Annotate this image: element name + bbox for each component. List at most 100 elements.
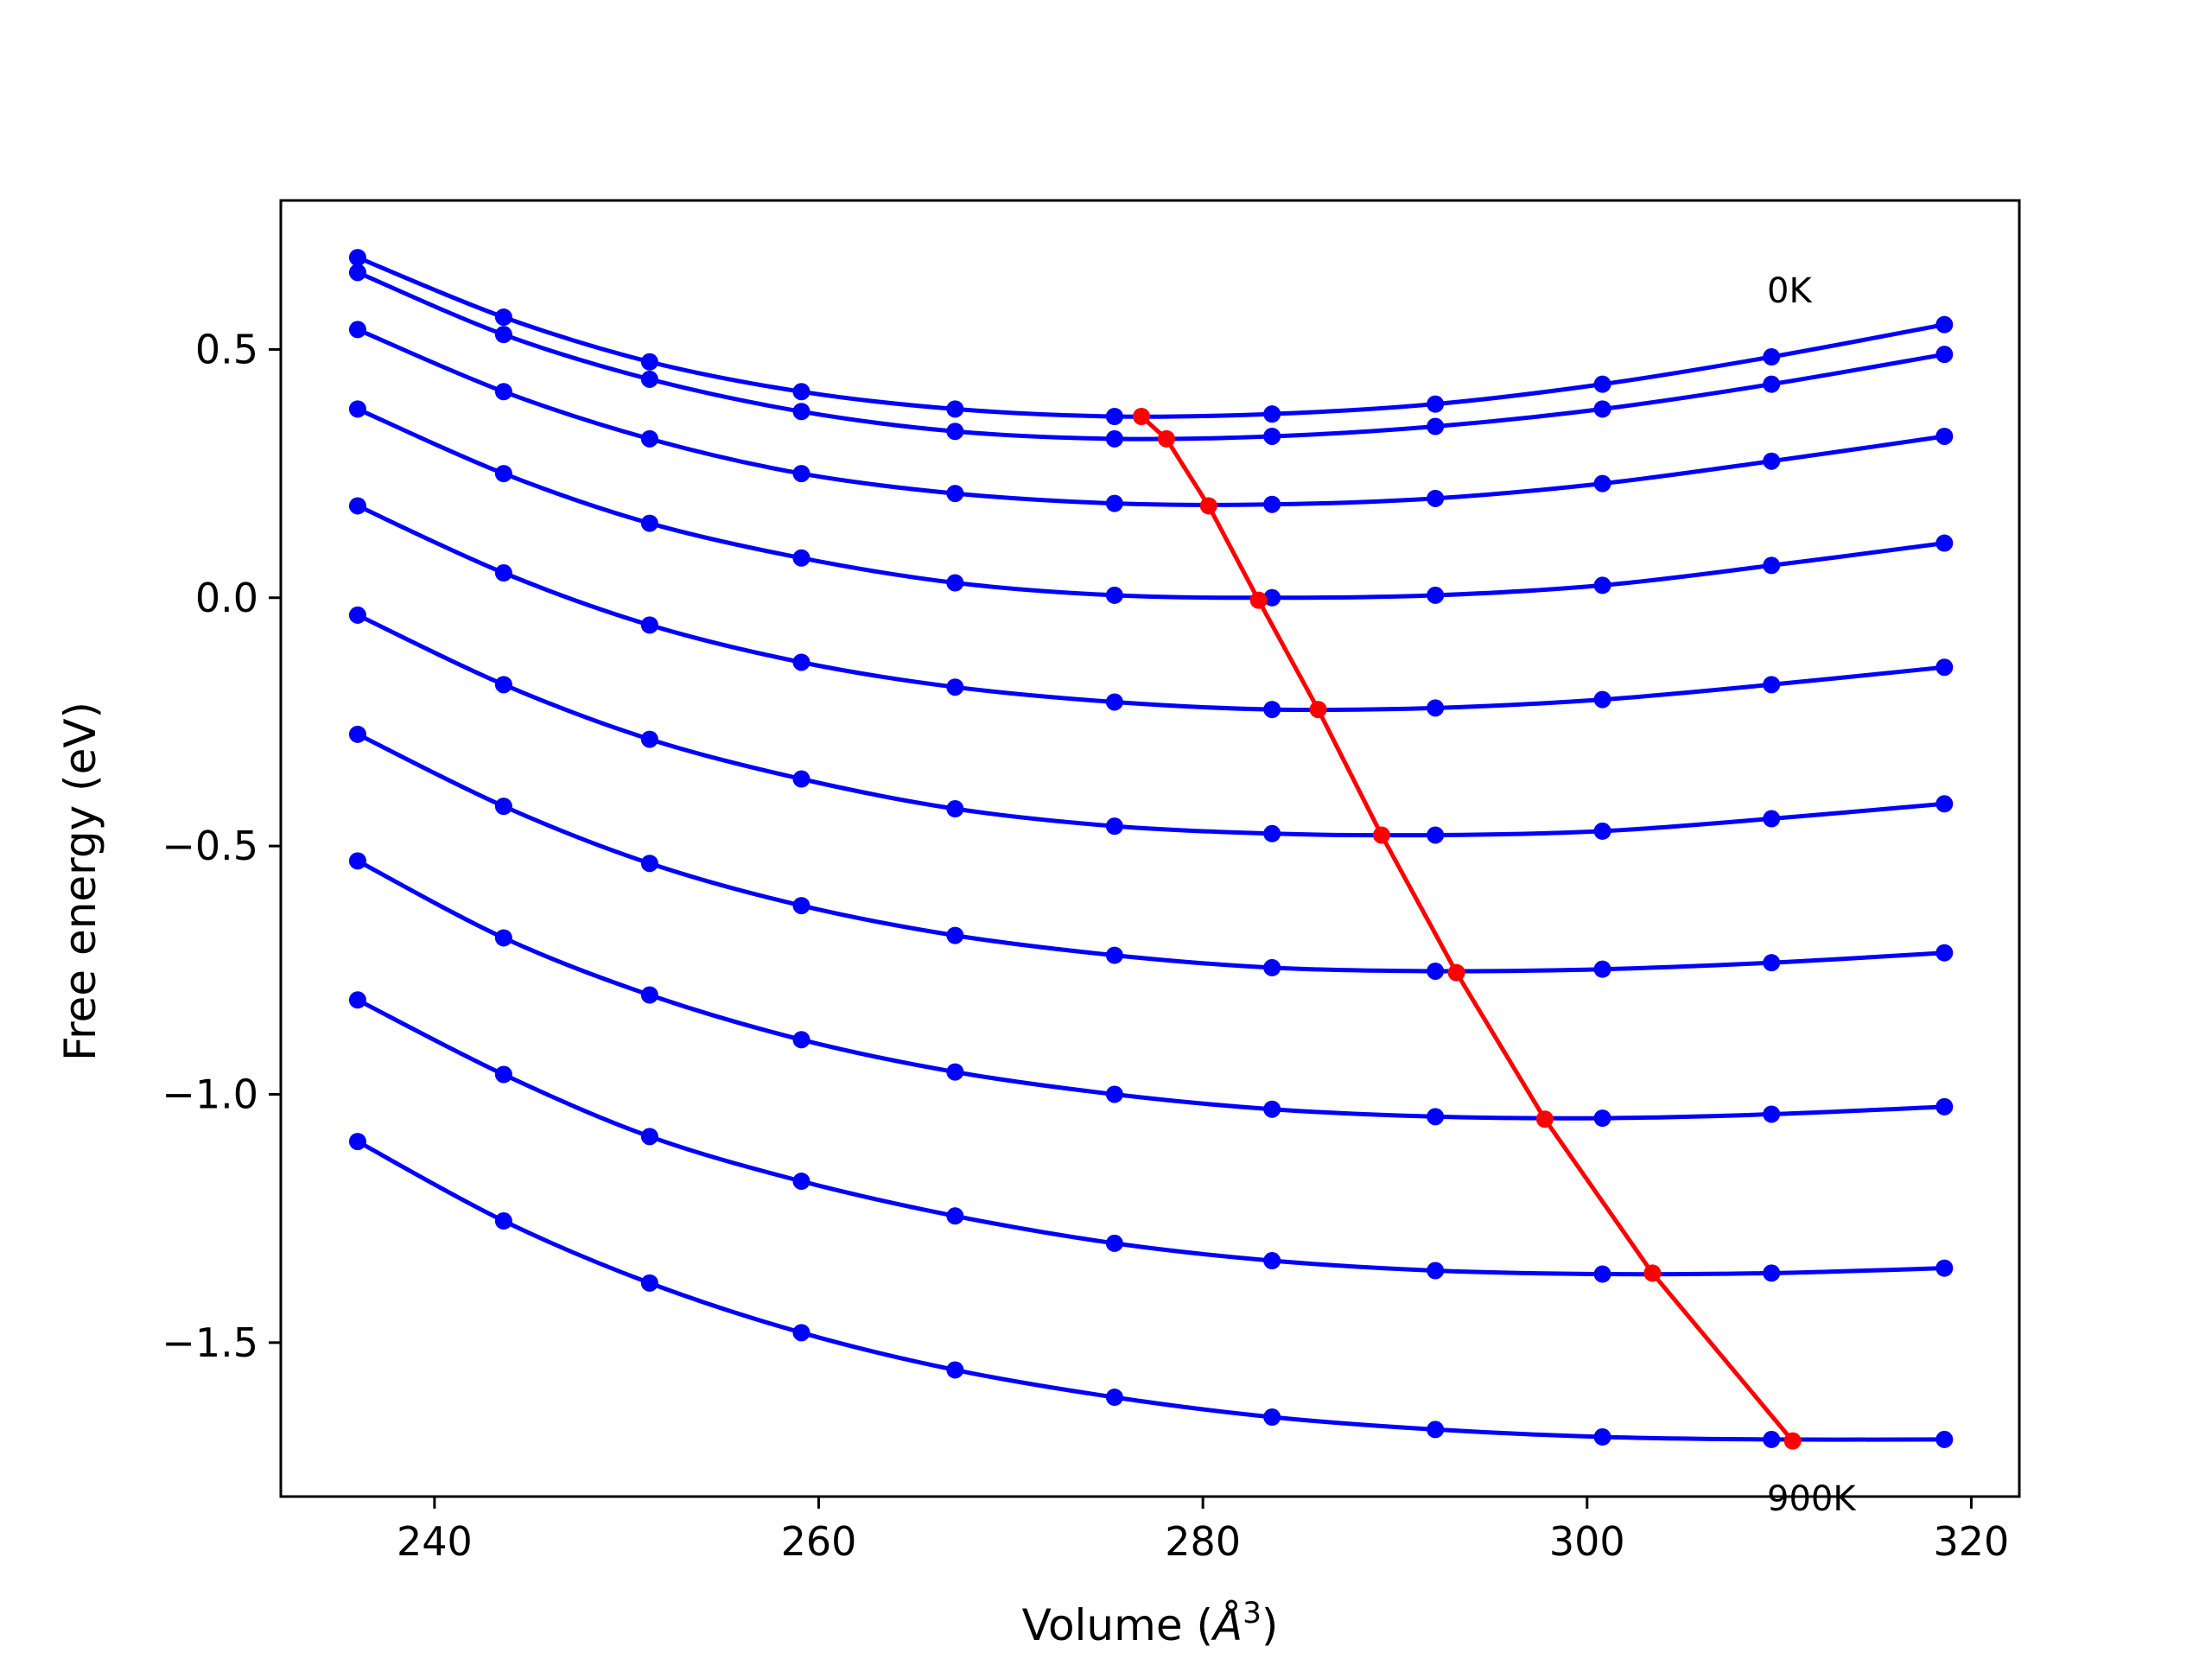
series-0-point-6 [1263, 405, 1281, 423]
series-9-point-7 [1427, 1421, 1445, 1439]
series-1-point-9 [1763, 375, 1781, 393]
minimum-line [1140, 415, 1795, 1443]
series-4-point-9 [1763, 676, 1781, 694]
series-3-point-9 [1763, 556, 1781, 575]
y-tick-label-3: −1.0 [162, 1071, 258, 1117]
series-5-point-8 [1593, 822, 1611, 840]
y-tick-label-2: −0.5 [162, 823, 258, 869]
series-8-point-0 [348, 991, 366, 1009]
x-axis-label-main: Volume ( [1022, 1600, 1213, 1650]
y-axis-label: Free energy (eV) [55, 702, 105, 1061]
y-tick-label-0: 0.5 [195, 326, 258, 372]
series-7-point-10 [1936, 1097, 1954, 1116]
series-2-point-1 [494, 383, 512, 401]
series-6-point-6 [1263, 958, 1281, 976]
series-4-point-1 [494, 564, 512, 582]
series-0-point-7 [1427, 395, 1445, 413]
series-4-point-2 [640, 616, 658, 634]
series-7-point-7 [1427, 1108, 1445, 1126]
series-2-point-6 [1263, 495, 1281, 513]
series-3-point-7 [1427, 586, 1445, 604]
series-5-point-4 [946, 800, 964, 818]
series-7-point-0 [348, 852, 366, 870]
x-tick-label-240: 240 [397, 1518, 473, 1565]
x-axis-label-unit: Å [1211, 1600, 1243, 1650]
series-0-point-3 [792, 383, 810, 401]
series-6-point-3 [792, 897, 810, 915]
series-5-point-7 [1427, 826, 1445, 844]
series-9-point-6 [1263, 1408, 1281, 1427]
series-6-point-7 [1427, 962, 1445, 980]
x-axis-label-exponent: 3 [1243, 1596, 1262, 1630]
series-8-point-10 [1936, 1259, 1954, 1277]
series-2-point-8 [1593, 474, 1611, 493]
series-9-point-9 [1763, 1430, 1781, 1448]
series-3-point-8 [1593, 576, 1611, 594]
series-2-point-2 [640, 429, 658, 448]
x-axis-label-close: ) [1262, 1600, 1279, 1650]
series-9-point-0 [348, 1133, 366, 1151]
series-4-point-3 [792, 653, 810, 671]
plot-area [281, 200, 2019, 1497]
minimum-point-6 [1447, 963, 1465, 982]
series-9-point-10 [1936, 1430, 1954, 1448]
y-tick-label-4: −1.5 [162, 1319, 258, 1366]
series-7-point-5 [1105, 1085, 1123, 1103]
series-7-point-9 [1763, 1105, 1781, 1123]
series-1-point-3 [792, 403, 810, 421]
minimum-point-3 [1249, 591, 1268, 609]
minimum-point-0 [1132, 408, 1150, 425]
minimum-point-1 [1157, 429, 1175, 448]
series-9-point-3 [792, 1324, 810, 1342]
x-tick-label-260: 260 [781, 1518, 857, 1565]
series-1-point-7 [1427, 417, 1445, 435]
series-9-point-4 [946, 1361, 964, 1379]
series-8-point-4 [946, 1207, 964, 1225]
series-2-point-5 [1105, 494, 1123, 512]
series-7-point-6 [1263, 1100, 1281, 1118]
series-5-point-10 [1936, 795, 1954, 813]
series-2-point-0 [348, 321, 366, 339]
series-6-point-0 [348, 725, 366, 743]
series-2-point-9 [1763, 452, 1781, 470]
series-3-point-2 [640, 514, 658, 532]
x-axis-label: Volume (Å3) [1022, 1596, 1279, 1650]
series-1-point-1 [494, 326, 512, 344]
x-tick-label-280: 280 [1165, 1518, 1241, 1565]
series-1-point-4 [946, 423, 964, 441]
series-8-point-7 [1427, 1262, 1445, 1280]
x-axis-ticks: 240 260 280 300 320 [397, 1497, 2009, 1565]
series-4-point-10 [1936, 658, 1954, 677]
series-5-point-3 [792, 770, 810, 788]
series-8-point-8 [1593, 1265, 1611, 1283]
series-4-point-5 [1105, 693, 1123, 711]
series-9-point-8 [1593, 1428, 1611, 1446]
series-6-point-10 [1936, 944, 1954, 962]
series-4-point-0 [348, 497, 366, 515]
x-tick-label-320: 320 [1934, 1518, 2010, 1565]
series-0-point-0 [348, 249, 366, 267]
minimum-point-8 [1643, 1264, 1662, 1282]
series-8-point-2 [640, 1128, 658, 1146]
series-7-point-3 [792, 1031, 810, 1049]
annotation-900k: 900K [1767, 1479, 1857, 1519]
series-2-point-3 [792, 465, 810, 483]
series-0-point-5 [1105, 408, 1123, 425]
curves-layer [348, 249, 1954, 1448]
series-9-point-5 [1105, 1389, 1123, 1407]
series-0-point-1 [494, 308, 512, 327]
series-3-point-6 [1263, 588, 1281, 607]
series-2-point-10 [1936, 427, 1954, 445]
series-2-point-7 [1427, 489, 1445, 507]
series-1-point-5 [1105, 429, 1123, 448]
minimum-point-5 [1372, 826, 1390, 844]
series-0-point-9 [1763, 348, 1781, 366]
series-0-point-10 [1936, 315, 1954, 334]
series-8-point-9 [1763, 1264, 1781, 1282]
series-5-point-9 [1763, 810, 1781, 828]
minimum-point-2 [1199, 497, 1217, 515]
series-1-point-8 [1593, 400, 1611, 418]
series-6-point-5 [1105, 946, 1123, 964]
minimum-point-4 [1309, 701, 1327, 719]
series-5-point-1 [494, 676, 512, 694]
